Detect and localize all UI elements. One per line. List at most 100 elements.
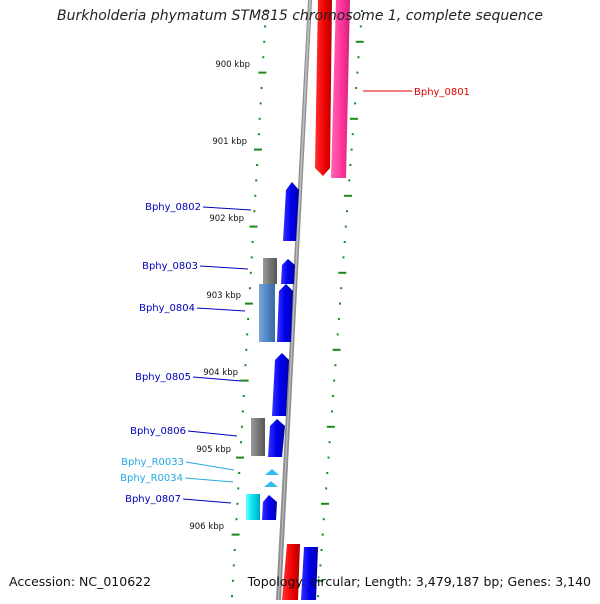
ruler-minor-tick xyxy=(236,502,239,505)
ruler-minor-tick xyxy=(241,410,244,413)
gene-bphy-0802-shape[interactable] xyxy=(283,182,299,241)
ruler-label: 905 kbp xyxy=(196,445,231,455)
ruler-major-tick xyxy=(349,117,358,120)
leader-bphy-0803 xyxy=(199,265,249,270)
ruler-major-tick xyxy=(344,194,353,197)
leader-bphy-r0034 xyxy=(184,477,234,483)
ruler-minor-tick xyxy=(242,395,245,397)
ruler-minor-tick xyxy=(317,595,320,598)
ruler-minor-tick xyxy=(320,549,323,551)
gene-bphy-0803-shape[interactable] xyxy=(281,259,295,284)
ruler-minor-tick xyxy=(339,302,341,305)
ruler-major-tick xyxy=(315,579,324,582)
ruler-minor-tick xyxy=(350,148,353,151)
ruler-label: 901 kbp xyxy=(212,137,247,147)
gene-label-bphy-r0034[interactable]: Bphy_R0034 xyxy=(120,473,183,484)
ruler-minor-tick xyxy=(328,441,331,444)
gene-label-bphy-0803[interactable]: Bphy_0803 xyxy=(142,261,198,272)
ruler-minor-tick xyxy=(325,487,328,490)
ruler-minor-tick xyxy=(263,40,266,43)
leader-bphy-0807 xyxy=(182,498,232,504)
gene-reverse-red-bottom[interactable] xyxy=(282,544,300,600)
ruler-minor-tick xyxy=(332,395,335,397)
ruler-major-tick xyxy=(338,271,347,274)
ruler-major-tick xyxy=(245,302,253,305)
gene-bphy-0805-shape[interactable] xyxy=(272,353,289,416)
ruler-minor-tick xyxy=(231,579,234,582)
ruler-minor-tick xyxy=(245,348,248,351)
ruler-minor-tick xyxy=(264,25,267,28)
gene-label-bphy-0804[interactable]: Bphy_0804 xyxy=(139,303,195,314)
gene-label-bphy-0802[interactable]: Bphy_0802 xyxy=(145,202,201,213)
ruler-minor-tick xyxy=(257,133,260,136)
ruler-ticks xyxy=(231,10,364,598)
gene-bphy-0801-shape[interactable] xyxy=(331,0,350,178)
ruler-minor-tick xyxy=(258,117,261,120)
gene-bphy-0806-shape[interactable] xyxy=(268,419,285,457)
leader-bphy-0805 xyxy=(192,376,242,382)
ruler-major-tick xyxy=(254,148,262,151)
ruler-minor-tick xyxy=(253,210,256,213)
gene-labels: Bphy_0801 Bphy_0802 Bphy_0803 Bphy_0804 … xyxy=(120,87,470,505)
leader-bphy-0802 xyxy=(202,206,252,211)
ruler-minor-tick xyxy=(244,364,247,367)
ruler-minor-tick xyxy=(354,102,357,105)
genome-summary-text: Topology: circular; Length: 3,479,187 bp… xyxy=(247,574,591,589)
ruler-minor-tick xyxy=(333,379,336,382)
gene-bphy-0806-grey-shape[interactable] xyxy=(251,418,265,456)
ruler-major-tick xyxy=(231,533,240,536)
gene-bphy-0804-shape[interactable] xyxy=(277,284,293,342)
gene-label-bphy-0801[interactable]: Bphy_0801 xyxy=(414,87,470,98)
ruler-major-tick xyxy=(258,71,267,74)
gene-bphy-0804-steel-shape[interactable] xyxy=(259,284,275,342)
ruler-minor-tick xyxy=(246,333,249,336)
gene-bphy-0803-grey-shape[interactable] xyxy=(263,258,277,284)
ruler-minor-tick xyxy=(356,71,359,74)
ruler-minor-tick xyxy=(344,225,347,228)
ruler-labels: 900 kbp 901 kbp 902 kbp 903 kbp 904 kbp … xyxy=(189,60,250,532)
map-title: Burkholderia phymatum STM815 chromosome … xyxy=(56,8,543,24)
ruler-minor-tick xyxy=(255,179,258,182)
gene-label-bphy-0805[interactable]: Bphy_0805 xyxy=(135,372,191,383)
ruler-minor-tick xyxy=(322,518,325,521)
ruler-major-tick xyxy=(355,40,364,43)
ruler-minor-tick xyxy=(346,210,348,213)
ruler-major-tick xyxy=(326,425,335,428)
ruler-minor-tick xyxy=(254,194,257,197)
ruler-minor-tick xyxy=(334,364,337,367)
gene-bphy-r0034-shape[interactable] xyxy=(264,481,278,487)
gene-label-bphy-0807[interactable]: Bphy_0807 xyxy=(125,494,181,505)
ruler-minor-tick xyxy=(319,564,322,567)
ruler-minor-tick xyxy=(336,333,339,336)
ruler-major-tick xyxy=(321,502,329,505)
ruler-minor-tick xyxy=(259,102,262,105)
ruler-minor-tick xyxy=(340,287,343,290)
gene-reverse-blue-bottom[interactable] xyxy=(301,547,318,600)
ruler-minor-tick xyxy=(265,10,267,12)
ruler-minor-tick xyxy=(249,271,252,274)
ruler-minor-tick xyxy=(238,472,241,474)
ruler-minor-tick xyxy=(327,456,330,459)
ruler-minor-tick xyxy=(240,425,243,428)
leader-bphy-0804 xyxy=(196,307,246,312)
gene-bphy-0807-rna-shape[interactable] xyxy=(246,494,260,520)
chromosome-backbone xyxy=(276,0,312,600)
gene-bphy-r0033-shape[interactable] xyxy=(265,469,279,475)
gene-label-bphy-0806[interactable]: Bphy_0806 xyxy=(130,426,186,437)
gene-bphy-0801-pair xyxy=(315,0,350,178)
ruler-minor-tick xyxy=(337,318,340,320)
ruler-label: 900 kbp xyxy=(215,60,250,70)
ruler-minor-tick xyxy=(326,472,329,474)
gene-bphy-0807-shape[interactable] xyxy=(262,495,277,520)
gene-label-bphy-r0033[interactable]: Bphy_R0033 xyxy=(121,457,184,468)
ruler-minor-tick xyxy=(250,256,253,259)
ruler-label: 906 kbp xyxy=(189,522,224,532)
ruler-minor-tick xyxy=(231,595,233,598)
ruler-minor-tick xyxy=(348,179,351,182)
ruler-minor-tick xyxy=(343,241,346,243)
ruler-major-tick xyxy=(236,456,245,459)
accession-text: Accession: NC_010622 xyxy=(9,574,152,589)
ruler-major-tick xyxy=(332,348,341,351)
